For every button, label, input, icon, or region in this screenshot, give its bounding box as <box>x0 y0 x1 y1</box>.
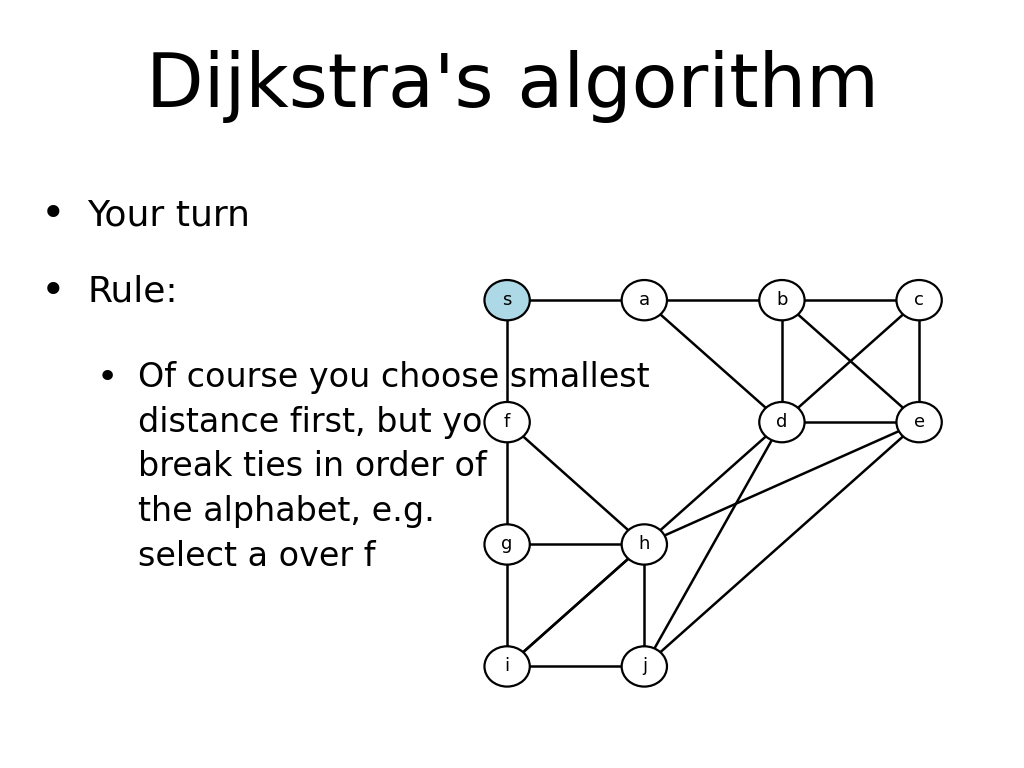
Circle shape <box>622 525 667 564</box>
Circle shape <box>484 525 529 564</box>
Text: g: g <box>502 535 513 554</box>
Text: d: d <box>776 413 787 431</box>
Text: Of course you choose smallest
distance first, but you
break ties in order of
the: Of course you choose smallest distance f… <box>138 361 650 573</box>
Circle shape <box>484 402 529 442</box>
Circle shape <box>896 402 942 442</box>
Circle shape <box>622 280 667 320</box>
Circle shape <box>484 280 529 320</box>
Text: •: • <box>41 271 66 313</box>
Text: Dijkstra's algorithm: Dijkstra's algorithm <box>145 50 879 123</box>
Text: s: s <box>503 291 512 310</box>
Text: f: f <box>504 413 510 431</box>
Circle shape <box>759 402 805 442</box>
Circle shape <box>759 280 805 320</box>
Text: •: • <box>97 361 118 395</box>
Circle shape <box>622 647 667 687</box>
Text: Your turn: Your turn <box>87 198 250 232</box>
Text: Rule:: Rule: <box>87 275 178 309</box>
Circle shape <box>484 647 529 687</box>
Text: •: • <box>41 194 66 236</box>
Circle shape <box>896 280 942 320</box>
Text: a: a <box>639 291 650 310</box>
Text: i: i <box>505 657 510 675</box>
Text: e: e <box>913 413 925 431</box>
Text: b: b <box>776 291 787 310</box>
Text: j: j <box>642 657 647 675</box>
Text: c: c <box>914 291 924 310</box>
Text: h: h <box>639 535 650 554</box>
